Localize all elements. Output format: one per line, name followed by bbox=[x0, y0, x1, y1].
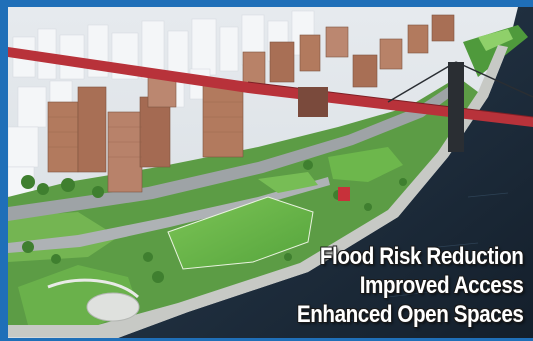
waterfront-rendering bbox=[8, 7, 533, 338]
great-lawn bbox=[167, 196, 314, 270]
highway bbox=[8, 87, 453, 221]
amphitheater bbox=[86, 292, 140, 322]
waterfront-promenade bbox=[8, 45, 508, 338]
upper-lawn bbox=[328, 147, 403, 182]
river-ripples bbox=[337, 192, 509, 323]
red-building bbox=[338, 187, 350, 201]
caption-flood-risk: Flood Risk Reduction bbox=[319, 243, 523, 270]
bridge-tower bbox=[448, 62, 464, 152]
tower-window-lines bbox=[48, 101, 243, 158]
caption-block: Flood Risk Reduction Improved Access Enh… bbox=[260, 242, 523, 329]
caption-access: Improved Access bbox=[359, 272, 523, 299]
caption-open-spaces: Enhanced Open Spaces bbox=[296, 301, 523, 328]
bridge bbox=[8, 47, 533, 152]
river bbox=[118, 7, 533, 338]
lower-road bbox=[8, 177, 330, 253]
ferry-building bbox=[298, 87, 328, 117]
brick-towers bbox=[47, 14, 455, 193]
aerial-scene-illustration bbox=[8, 7, 533, 338]
